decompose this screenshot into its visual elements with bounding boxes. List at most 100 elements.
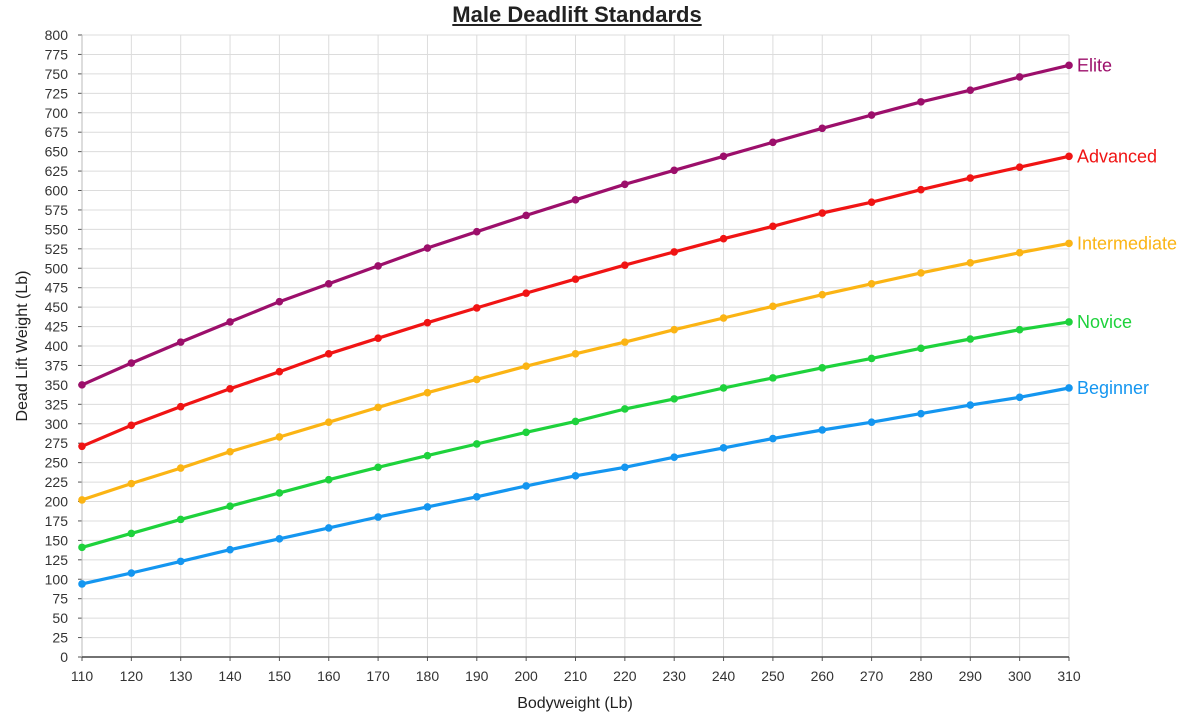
- data-point: [473, 493, 481, 501]
- data-point: [719, 444, 728, 452]
- data-point: [719, 234, 728, 243]
- data-point: [966, 259, 975, 267]
- data-point: [78, 442, 86, 451]
- x-tick-label: 260: [811, 668, 835, 684]
- data-point: [473, 375, 481, 384]
- data-point: [867, 354, 876, 363]
- y-tick-label: 775: [45, 46, 69, 62]
- y-tick-label: 800: [45, 27, 69, 43]
- data-point: [1065, 152, 1073, 161]
- data-point: [423, 503, 432, 511]
- y-tick-label: 600: [45, 183, 69, 199]
- data-point: [522, 362, 530, 371]
- x-tick-label: 230: [663, 668, 687, 684]
- data-point: [127, 479, 136, 488]
- x-tick-label: 220: [613, 668, 637, 684]
- data-point: [176, 402, 185, 411]
- data-point: [818, 426, 827, 434]
- x-tick-label: 210: [564, 668, 588, 684]
- y-tick-label: 500: [45, 260, 69, 276]
- data-point: [966, 401, 975, 409]
- data-point: [275, 433, 284, 441]
- x-tick-label: 110: [71, 668, 94, 684]
- data-point: [473, 304, 481, 312]
- data-point: [917, 269, 925, 277]
- data-point: [571, 275, 580, 283]
- data-point: [621, 180, 629, 189]
- data-point: [571, 349, 580, 358]
- x-tick-label: 250: [761, 668, 785, 684]
- data-point: [966, 86, 975, 95]
- data-point: [324, 475, 333, 484]
- series-advanced: Advanced: [78, 146, 1157, 451]
- data-point: [867, 418, 876, 426]
- y-tick-label: 650: [45, 144, 69, 160]
- data-point: [275, 489, 284, 497]
- data-point: [522, 289, 530, 297]
- y-tick-label: 425: [45, 319, 69, 335]
- data-point: [621, 261, 629, 269]
- data-point: [176, 557, 185, 566]
- data-point: [621, 463, 629, 472]
- y-tick-label: 150: [45, 532, 69, 548]
- y-tick-label: 750: [45, 66, 69, 82]
- y-tick-label: 125: [45, 552, 69, 568]
- data-point: [966, 335, 975, 343]
- data-point: [226, 502, 234, 510]
- y-tick-label: 275: [45, 435, 69, 451]
- data-point: [423, 244, 432, 252]
- data-point: [78, 543, 86, 552]
- series-label-novice: Novice: [1077, 312, 1132, 332]
- data-point: [1065, 318, 1073, 326]
- data-point: [522, 482, 530, 490]
- series-novice: Novice: [78, 312, 1132, 552]
- data-point: [719, 314, 728, 322]
- data-point: [867, 280, 876, 288]
- data-point: [769, 138, 777, 147]
- y-tick-label: 325: [45, 396, 69, 412]
- data-point: [374, 262, 382, 270]
- data-point: [670, 248, 678, 256]
- y-tick-label: 525: [45, 241, 69, 257]
- data-point: [374, 334, 382, 343]
- x-tick-label: 200: [514, 668, 538, 684]
- y-axis: 0 25 50 75 100 125 150 175 200 225 250 275 300 325 350…: [45, 27, 83, 665]
- y-tick-label: 200: [45, 494, 69, 510]
- data-point: [719, 152, 728, 161]
- data-point: [1065, 384, 1073, 392]
- data-point: [867, 111, 876, 119]
- data-point: [226, 545, 234, 554]
- data-point: [670, 453, 678, 461]
- y-tick-label: 175: [45, 513, 69, 529]
- y-tick-label: 350: [45, 377, 69, 393]
- x-tick-label: 190: [465, 668, 489, 684]
- data-point: [670, 325, 678, 334]
- x-tick-label: 290: [959, 668, 983, 684]
- x-tick-label: 160: [317, 668, 341, 684]
- series-elite: Elite: [78, 55, 1112, 389]
- data-point: [324, 418, 333, 426]
- data-point: [818, 209, 827, 217]
- data-point: [78, 381, 86, 389]
- series-label-intermediate: Intermediate: [1077, 233, 1177, 253]
- data-point: [1015, 248, 1024, 257]
- data-point: [571, 417, 580, 426]
- data-point: [1065, 61, 1073, 70]
- x-tick-label: 150: [268, 668, 292, 684]
- data-point: [571, 196, 580, 204]
- data-point: [374, 463, 382, 472]
- data-point: [769, 222, 777, 231]
- data-point: [818, 290, 827, 299]
- data-point: [769, 374, 777, 382]
- data-point: [917, 344, 925, 353]
- series-beginner: Beginner: [78, 378, 1149, 588]
- data-point: [917, 98, 925, 106]
- series-label-beginner: Beginner: [1077, 378, 1149, 398]
- data-point: [571, 472, 580, 480]
- data-point: [818, 124, 827, 133]
- x-tick-label: 240: [712, 668, 736, 684]
- x-tick-label: 300: [1008, 668, 1032, 684]
- data-point: [1015, 393, 1024, 402]
- y-tick-label: 25: [52, 630, 68, 646]
